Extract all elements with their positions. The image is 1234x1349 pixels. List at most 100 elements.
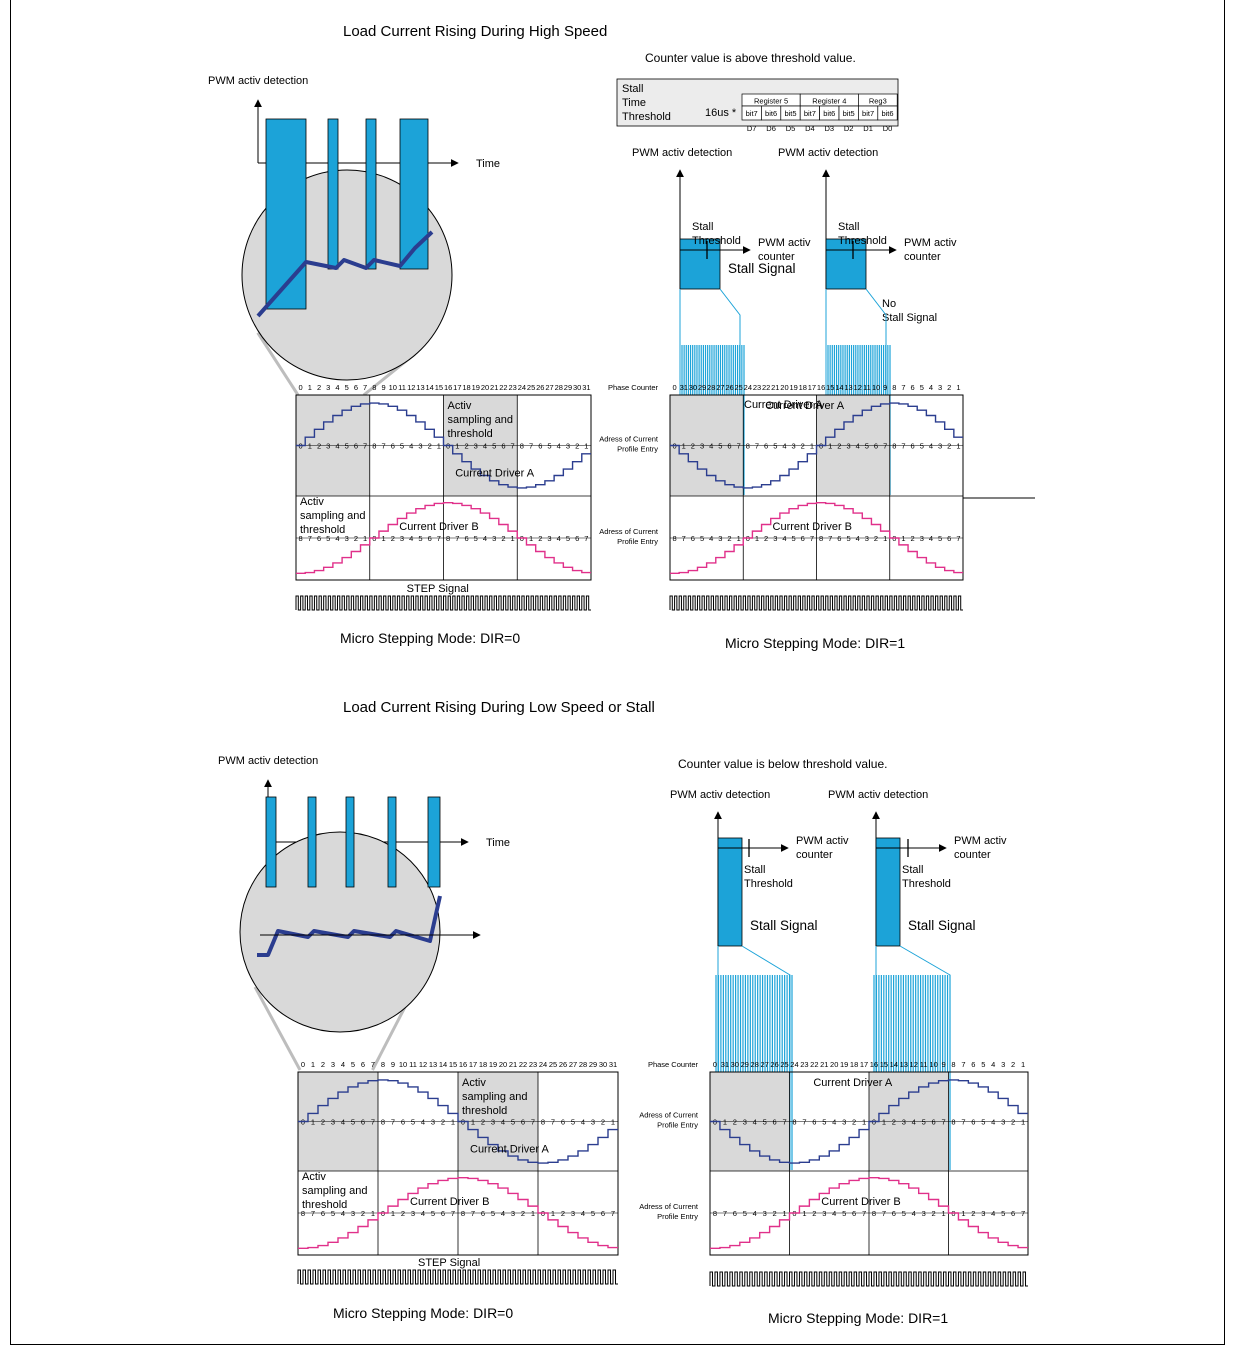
phase-counter-sequence-item: 11 bbox=[398, 383, 406, 392]
address-b-sequence-item: 7 bbox=[311, 1209, 315, 1218]
address-a-sequence-item: 2 bbox=[428, 442, 432, 451]
phase-counter-sequence-item: 29 bbox=[698, 383, 706, 392]
address-b-sequence-item: 1 bbox=[961, 1209, 965, 1218]
address-a-sequence-item: 1 bbox=[584, 442, 588, 451]
stall-threshold-label-2: Threshold bbox=[692, 235, 741, 247]
address-b-sequence-item: 5 bbox=[491, 1209, 495, 1218]
address-b-sequence-item: 1 bbox=[551, 1209, 555, 1218]
address-b-sequence-item: 4 bbox=[409, 534, 413, 543]
register-factor: 16us * bbox=[705, 107, 737, 119]
address-b-sequence-item: 6 bbox=[852, 1209, 856, 1218]
stall-signal-label: Stall Signal bbox=[750, 918, 818, 933]
current-driver-a-wave bbox=[670, 402, 963, 489]
phase-counter-sequence-item: 31 bbox=[721, 1060, 729, 1069]
address-a-sequence-item: 5 bbox=[571, 1118, 575, 1127]
address-a-sequence-item: 2 bbox=[691, 442, 695, 451]
time-label: Time bbox=[486, 837, 510, 849]
address-a-sequence-item: 3 bbox=[938, 442, 942, 451]
address-a-sequence-item: 5 bbox=[981, 1118, 985, 1127]
address-b-sequence-item: 4 bbox=[341, 1209, 345, 1218]
phase-counter-sequence-item: 7 bbox=[961, 1060, 965, 1069]
phase-counter-sequence-item: 23 bbox=[753, 383, 761, 392]
address-b-sequence-item: 2 bbox=[521, 1209, 525, 1218]
register-bit-label: bit7 bbox=[862, 109, 874, 118]
address-b-sequence-item: 6 bbox=[837, 534, 841, 543]
address-b-sequence-item: 6 bbox=[947, 534, 951, 543]
address-a-sequence-item: 2 bbox=[892, 1118, 896, 1127]
phase-counter-sequence-item: 9 bbox=[391, 1060, 395, 1069]
current-driver-a-label: Current Driver A bbox=[470, 1144, 550, 1156]
step-signal-wave bbox=[709, 1271, 1028, 1287]
phase-counter-sequence-item: 10 bbox=[929, 1060, 937, 1069]
address-a-sequence-item: 1 bbox=[956, 442, 960, 451]
address-b-sequence-item: 5 bbox=[846, 534, 850, 543]
address-b-sequence-item: 7 bbox=[455, 534, 459, 543]
phase-counter-sequence-item: 9 bbox=[941, 1060, 945, 1069]
address-b-sequence-item: 3 bbox=[400, 534, 404, 543]
address-a-sequence-item: 4 bbox=[335, 442, 339, 451]
address-a-sequence-item: 8 bbox=[951, 1118, 955, 1127]
address-b-sequence-item: 1 bbox=[391, 1209, 395, 1218]
address-a-sequence-item: 6 bbox=[764, 442, 768, 451]
pwm-pulse-bar bbox=[399, 118, 429, 270]
grid-dir0-bottom: 0 1 2 3 4 5 6 7 8 9 10 11 12 13 14 15 16 17 18 19 20 21 22 23 24… bbox=[297, 1060, 619, 1285]
phase-counter-label: Phase Counter bbox=[648, 1060, 699, 1069]
phase-counter-sequence-item: 1 bbox=[1021, 1060, 1025, 1069]
stall-signal-label: Stall Signal bbox=[728, 261, 796, 276]
address-b-sequence-item: 5 bbox=[566, 534, 570, 543]
phase-counter-sequence-item: 12 bbox=[854, 383, 862, 392]
phase-counter-sequence-item: 4 bbox=[991, 1060, 995, 1069]
address-a-sequence-item: 3 bbox=[846, 442, 850, 451]
address-current-label: Adress of Current bbox=[639, 1202, 699, 1211]
address-a-sequence-item: 3 bbox=[431, 1118, 435, 1127]
address-b-sequence-item: 8 bbox=[446, 534, 450, 543]
phase-counter-sequence-item: 23 bbox=[529, 1060, 537, 1069]
address-b-sequence-item: 3 bbox=[571, 1209, 575, 1218]
phase-counter-sequence-item: 30 bbox=[731, 1060, 739, 1069]
phase-counter-sequence-item: 30 bbox=[689, 383, 697, 392]
address-a-sequence-item: 7 bbox=[961, 1118, 965, 1127]
address-b-sequence-item: 6 bbox=[601, 1209, 605, 1218]
address-a-sequence-item: 7 bbox=[511, 442, 515, 451]
address-b-sequence-item: 4 bbox=[501, 1209, 505, 1218]
address-b-sequence-item: 3 bbox=[511, 1209, 515, 1218]
address-b-sequence-item: 8 bbox=[672, 534, 676, 543]
address-b-sequence-item: 5 bbox=[700, 534, 704, 543]
register-bit-label: bit5 bbox=[843, 109, 855, 118]
no-stall-label-2: Stall Signal bbox=[882, 312, 937, 324]
address-a-sequence-item: 2 bbox=[837, 442, 841, 451]
address-a-sequence-item: 5 bbox=[400, 442, 404, 451]
address-a-sequence-item: 1 bbox=[308, 442, 312, 451]
phase-counter-sequence-item: 13 bbox=[844, 383, 852, 392]
address-b-sequence-item: 1 bbox=[941, 1209, 945, 1218]
address-profile-label: Profile Entry bbox=[657, 1121, 698, 1130]
register-d-label: D5 bbox=[786, 124, 796, 133]
address-b-sequence-item: 8 bbox=[461, 1209, 465, 1218]
address-a-sequence-item: 3 bbox=[743, 1118, 747, 1127]
address-a-sequence-item: 2 bbox=[481, 1118, 485, 1127]
address-a-sequence-item: 5 bbox=[345, 442, 349, 451]
phase-counter-sequence-item: 5 bbox=[345, 383, 349, 392]
address-b-sequence-item: 8 bbox=[872, 1209, 876, 1218]
phase-counter-sequence-item: 2 bbox=[321, 1060, 325, 1069]
address-a-sequence-item: 4 bbox=[856, 442, 860, 451]
register-label-time: Time bbox=[622, 97, 646, 109]
phase-counter-sequence-item: 2 bbox=[947, 383, 951, 392]
address-a-sequence-item: 4 bbox=[409, 442, 413, 451]
address-b-sequence-item: 3 bbox=[865, 534, 869, 543]
address-a-sequence-item: 4 bbox=[832, 1118, 836, 1127]
register-bit-label: bit6 bbox=[881, 109, 893, 118]
phase-counter-sequence-item: 18 bbox=[462, 383, 470, 392]
current-driver-b-label: Current Driver B bbox=[410, 1196, 489, 1208]
phase-counter-sequence-item: 18 bbox=[479, 1060, 487, 1069]
address-b-sequence-item: 2 bbox=[764, 534, 768, 543]
address-b-sequence-item: 6 bbox=[1011, 1209, 1015, 1218]
phase-counter-sequence-item: 10 bbox=[872, 383, 880, 392]
address-b-sequence-item: 2 bbox=[812, 1209, 816, 1218]
address-b-sequence-item: 2 bbox=[391, 534, 395, 543]
address-a-sequence-item: 6 bbox=[538, 442, 542, 451]
phase-counter-sequence-item: 9 bbox=[381, 383, 385, 392]
activ-label-2: sampling and bbox=[462, 1091, 527, 1103]
pwm-pulse-bar bbox=[427, 796, 441, 888]
